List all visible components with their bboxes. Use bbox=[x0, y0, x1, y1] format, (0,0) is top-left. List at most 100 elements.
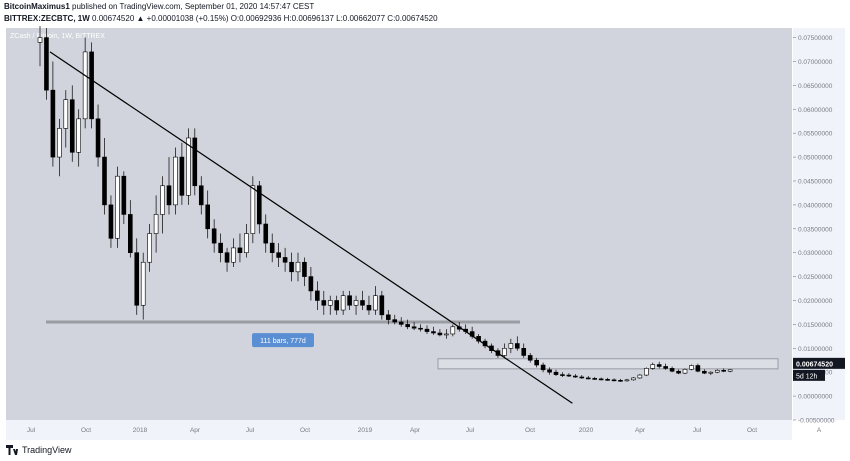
candle-up bbox=[76, 118, 81, 153]
candle-down bbox=[192, 137, 198, 187]
candle-up bbox=[682, 369, 688, 374]
symbol-label: BITTREX:ZECBTC, 1W bbox=[4, 14, 90, 23]
candle-down bbox=[579, 376, 585, 379]
candle-down bbox=[89, 51, 94, 120]
measure-label: 111 bars, 777d bbox=[260, 338, 306, 345]
candle-down bbox=[521, 347, 527, 356]
measure-label-box bbox=[252, 333, 314, 348]
candle-down bbox=[669, 368, 675, 372]
candle-up bbox=[250, 185, 256, 234]
x-tick-label: Apr bbox=[190, 427, 201, 434]
candle-up bbox=[708, 371, 714, 374]
candle-up bbox=[140, 261, 146, 306]
x-tick-label: Jul bbox=[246, 427, 255, 434]
x-tick-label: Jul bbox=[466, 427, 475, 434]
candle-up bbox=[57, 128, 62, 158]
y-tick-label: 0.04500000 bbox=[798, 178, 833, 185]
candle-down bbox=[198, 185, 204, 206]
chart-title: ZCash / Bitcoin, 1W, BITTREX bbox=[10, 33, 105, 40]
last-price-tag bbox=[793, 357, 845, 369]
candle-down bbox=[134, 252, 140, 306]
candle-down bbox=[534, 359, 539, 366]
candle-down bbox=[721, 369, 727, 372]
candle-down bbox=[695, 365, 701, 372]
candle-up bbox=[82, 51, 88, 120]
candle-down bbox=[263, 223, 269, 244]
candle-down bbox=[321, 300, 327, 306]
candle-down bbox=[663, 366, 668, 369]
candle-up bbox=[689, 365, 694, 370]
candle-down bbox=[366, 304, 372, 311]
candle-down bbox=[166, 185, 172, 206]
candle-down bbox=[560, 374, 565, 376]
x-tick-label: 2019 bbox=[358, 427, 373, 434]
candle-down bbox=[547, 369, 552, 373]
y-tick-label: 0.07500000 bbox=[798, 35, 833, 42]
candle-down bbox=[398, 321, 404, 325]
countdown-label: 5d 12h bbox=[796, 373, 818, 380]
candle-down bbox=[128, 214, 133, 253]
candle-up bbox=[160, 185, 165, 215]
candle-up bbox=[231, 247, 236, 263]
candle-up bbox=[624, 379, 630, 382]
candle-down bbox=[108, 204, 114, 239]
candle-down bbox=[205, 204, 210, 230]
candle-down bbox=[334, 300, 340, 311]
candle-down bbox=[379, 295, 385, 316]
candle-down bbox=[211, 228, 217, 244]
candle-down bbox=[392, 319, 398, 323]
candle-up bbox=[450, 326, 456, 335]
candle-down bbox=[676, 370, 681, 374]
candle-up bbox=[631, 377, 636, 381]
x-tick-label: Oct bbox=[525, 427, 535, 434]
time-axis-background bbox=[6, 420, 792, 440]
y-tick-label: 0.06500000 bbox=[798, 83, 833, 90]
x-tick-label: Apr bbox=[410, 427, 421, 434]
candle-down bbox=[269, 242, 275, 253]
candle-down bbox=[405, 324, 410, 328]
candle-up bbox=[637, 374, 643, 379]
candle-down bbox=[121, 175, 127, 215]
y-tick-label: 0.04000000 bbox=[798, 202, 833, 209]
candle-down bbox=[308, 276, 314, 292]
candle-down bbox=[553, 371, 559, 375]
y-tick-label: 0.03500000 bbox=[798, 226, 833, 233]
candle-down bbox=[656, 364, 662, 367]
y-tick-label: 0.01500000 bbox=[798, 322, 833, 329]
candle-down bbox=[347, 295, 352, 306]
candle-down bbox=[585, 377, 591, 380]
candle-up bbox=[186, 137, 191, 196]
x-tick-label: Apr bbox=[635, 427, 646, 434]
candle-up bbox=[327, 300, 333, 306]
ohlc-readout: 0.00674520 ▲ +0.00001038 (+0.15%) O:0.00… bbox=[92, 14, 438, 23]
chart-header: BitcoinMaximus1 published on TradingView… bbox=[0, 0, 850, 26]
candle-down bbox=[527, 355, 533, 361]
candle-down bbox=[179, 156, 185, 196]
axis-mode-label: A bbox=[817, 427, 822, 434]
candle-up bbox=[444, 333, 449, 336]
y-tick-label: 0.00000000 bbox=[798, 394, 833, 401]
candle-down bbox=[573, 375, 578, 378]
candle-down bbox=[566, 374, 572, 377]
candle-down bbox=[237, 247, 243, 253]
y-tick-label: 0.06000000 bbox=[798, 107, 833, 114]
chart-area[interactable]: ZCash / Bitcoin, 1W, BITTREX 0.07500000 0.… bbox=[0, 13, 850, 440]
price-chart[interactable]: ZCash / Bitcoin, 1W, BITTREX 0.07500000 0.… bbox=[0, 13, 850, 440]
candle-down bbox=[702, 370, 707, 374]
x-tick-label: 2018 bbox=[133, 427, 148, 434]
candle-down bbox=[95, 118, 101, 158]
candle-down bbox=[618, 380, 623, 382]
candle-up bbox=[727, 369, 733, 372]
y-tick-label: -0.00500000 bbox=[798, 418, 835, 425]
candle-up bbox=[147, 233, 152, 263]
candle-down bbox=[102, 156, 107, 206]
candle-down bbox=[540, 364, 546, 371]
candle-down bbox=[360, 300, 365, 306]
candle-down bbox=[282, 257, 288, 263]
candle-down bbox=[592, 378, 598, 380]
candle-down bbox=[514, 343, 520, 349]
y-tick-label: 0.01000000 bbox=[798, 346, 833, 353]
y-tick-label: 0.05500000 bbox=[798, 131, 833, 138]
candle-up bbox=[373, 295, 378, 311]
author-name[interactable]: BitcoinMaximus1 bbox=[4, 2, 70, 11]
